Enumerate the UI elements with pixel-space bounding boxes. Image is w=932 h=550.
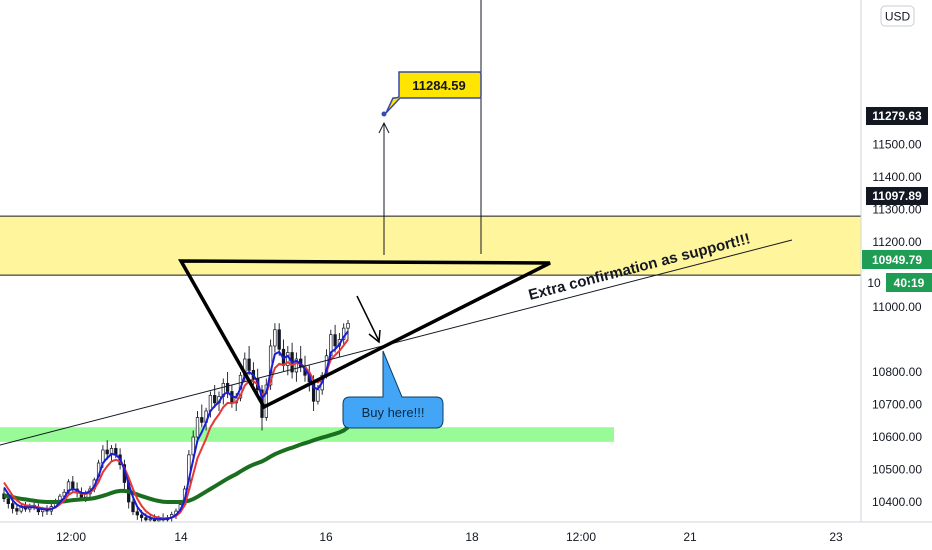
target-callout-bubble	[385, 71, 482, 114]
price-tick-label: 10800.00	[872, 365, 922, 379]
buy-callout-text: Buy here!!!	[362, 405, 425, 420]
candle-body	[131, 501, 135, 513]
price-tick-label: 11500.00	[872, 138, 921, 152]
candle-body	[105, 449, 109, 455]
svg-text:11279.63: 11279.63	[872, 109, 922, 123]
support-zone	[0, 427, 614, 442]
candle-body	[294, 358, 299, 373]
price-tick-label: 10600.00	[872, 430, 922, 444]
candle-body	[144, 517, 148, 521]
upper-zone-price-tag: 11279.63	[866, 107, 928, 125]
svg-text:10: 10	[867, 276, 881, 290]
candle-body	[316, 389, 320, 402]
candle-body	[346, 322, 350, 329]
price-tick-label: 11300.00	[872, 203, 921, 217]
svg-text:11097.89: 11097.89	[872, 189, 922, 203]
candle-body	[195, 417, 200, 438]
target-arrow-head	[378, 121, 390, 134]
svg-text:40:19: 40:19	[894, 276, 925, 290]
time-tick-label: 18	[465, 530, 479, 544]
price-tick-label: 11400.00	[872, 170, 921, 184]
candle-body	[264, 384, 268, 418]
partial-price-tag: 10	[867, 276, 881, 290]
candle-body	[213, 395, 217, 404]
time-axis-panel[interactable]	[0, 522, 861, 550]
price-tick-label: 10700.00	[872, 398, 922, 412]
candle-body	[148, 518, 152, 521]
time-tick-label: 12:00	[566, 530, 596, 544]
price-tick-label: 11000.00	[872, 300, 921, 314]
price-tick-label: 10400.00	[872, 495, 922, 509]
time-axis-ticks: 12:00 14 16 18 12:00 21 23	[56, 530, 843, 544]
currency-button-label: USD	[885, 10, 911, 24]
candle-body	[273, 329, 277, 347]
current-price-tag: 10949.79	[862, 250, 932, 269]
long-trend-line	[0, 239, 793, 446]
target-point-marker	[381, 111, 387, 117]
lower-zone-price-tag: 11097.89	[866, 187, 928, 205]
time-tick-label: 14	[174, 530, 188, 544]
ascending-triangle-drawing	[177, 259, 551, 410]
pullback-arrow-head	[368, 329, 381, 344]
candle-body	[333, 334, 337, 347]
time-tick-label: 21	[683, 530, 697, 544]
candle-body	[225, 383, 230, 392]
candle-body	[139, 514, 144, 518]
candle-body	[10, 503, 15, 509]
time-tick-label: 23	[829, 530, 843, 544]
buy-callout-bubble	[342, 350, 444, 429]
time-tick-label: 12:00	[56, 530, 86, 544]
candle-body	[247, 358, 251, 371]
price-tick-label: 11200.00	[872, 235, 921, 249]
candle-body	[277, 329, 281, 350]
candlestick-series	[2, 320, 350, 525]
fast-moving-average-line	[3, 330, 349, 521]
price-tick-label: 10500.00	[872, 463, 922, 477]
candle-body	[200, 417, 204, 423]
svg-text:10949.79: 10949.79	[872, 253, 922, 267]
bar-countdown-tag: 40:19	[886, 273, 932, 292]
candle-body	[191, 436, 195, 456]
resistance-zone	[0, 216, 861, 276]
target-callout-text: 11284.59	[412, 78, 466, 93]
candle-body	[15, 508, 19, 512]
currency-button[interactable]: USD	[880, 5, 915, 27]
candle-body	[71, 481, 75, 490]
candle-body	[135, 511, 139, 516]
candle-body	[6, 498, 10, 504]
time-tick-label: 16	[319, 530, 333, 544]
pullback-arrow-line	[356, 295, 380, 342]
